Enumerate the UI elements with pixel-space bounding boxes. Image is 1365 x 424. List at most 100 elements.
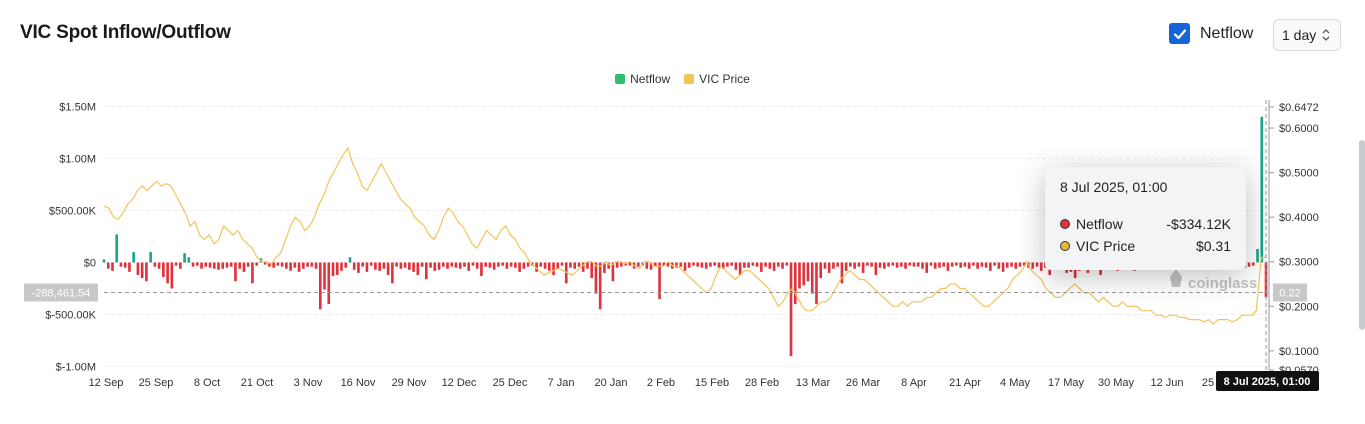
chevron-updown-icon (1321, 27, 1331, 46)
netflow-bar (195, 262, 199, 266)
netflow-bar (437, 262, 441, 270)
netflow-bar (709, 262, 712, 267)
netflow-bar (386, 262, 390, 275)
netflow-bar (395, 262, 398, 267)
legend-label-vic-price: VIC Price (699, 72, 750, 86)
legend-item-netflow[interactable]: Netflow (615, 72, 670, 86)
netflow-bar (955, 262, 958, 266)
netflow-bar (488, 262, 492, 268)
netflow-bar (785, 262, 789, 266)
page-scrollbar[interactable] (1359, 140, 1365, 330)
netflow-bar (569, 262, 572, 268)
legend-swatch-vic-price (684, 74, 695, 84)
netflow-bar (285, 262, 288, 269)
x-tick-label: 3 Nov (294, 377, 323, 389)
netflow-bar (700, 262, 704, 268)
netflow-checkbox[interactable]: Netflow (1169, 23, 1253, 44)
netflow-bar (768, 262, 772, 269)
netflow-bar (179, 262, 182, 269)
netflow-bar (662, 262, 666, 266)
x-tick-label: 4 May (1000, 377, 1030, 389)
netflow-bar (870, 262, 873, 267)
y-left-tick-label: $1.00M (59, 154, 96, 166)
netflow-bar (844, 262, 848, 271)
netflow-bar (713, 262, 717, 266)
tooltip-row-netflow: Netflow -$334.12K (1060, 213, 1231, 235)
netflow-bar (891, 262, 895, 266)
netflow-bar (989, 262, 992, 271)
tooltip-row-vic-price: VIC Price $0.31 (1060, 235, 1231, 257)
netflow-bar (450, 262, 454, 267)
netflow-bar (823, 262, 827, 269)
crosshair-x-label-bg (1216, 371, 1319, 391)
netflow-bar (429, 262, 432, 268)
x-tick-label: 12 Dec (442, 377, 477, 389)
netflow-bar (166, 262, 169, 284)
netflow-bar (365, 262, 369, 272)
netflow-bar (276, 262, 280, 266)
chart-legend: Netflow VIC Price (0, 72, 1365, 86)
x-tick-label: 2 Feb (647, 377, 675, 389)
legend-label-netflow: Netflow (630, 72, 671, 86)
netflow-bar (323, 262, 326, 290)
netflow-bar (933, 262, 937, 269)
netflow-bar (976, 262, 979, 269)
netflow-bar (149, 252, 152, 263)
netflow-bar (760, 262, 763, 272)
checkbox-checked-icon[interactable] (1169, 23, 1190, 44)
netflow-bar (408, 262, 411, 270)
tooltip-value-netflow: -$334.12K (1166, 216, 1231, 232)
tooltip-label-netflow: Netflow (1076, 216, 1123, 232)
netflow-bar (658, 262, 661, 299)
netflow-bar (234, 262, 237, 282)
netflow-bar (348, 257, 352, 263)
crosshair-y-label-bg (24, 283, 98, 302)
netflow-bar (136, 262, 140, 275)
netflow-bar (454, 262, 458, 268)
netflow-bar (615, 262, 619, 268)
netflow-bar (776, 262, 780, 267)
netflow-bar (128, 262, 131, 272)
netflow-bar (497, 262, 500, 267)
netflow-bar (280, 262, 284, 267)
netflow-bar (492, 262, 496, 270)
netflow-bar (162, 262, 165, 278)
netflow-bar (547, 262, 551, 271)
netflow-bar (539, 262, 543, 267)
y-right-tick-label: $0.3000 (1279, 257, 1319, 269)
interval-select-value: 1 day (1282, 27, 1317, 43)
y-left-tick-label: $1.50M (59, 102, 96, 114)
netflow-bar (1018, 262, 1022, 267)
netflow-bar (581, 262, 585, 272)
netflow-bar (653, 262, 657, 266)
netflow-bar (717, 262, 721, 268)
interval-select[interactable]: 1 day (1273, 19, 1341, 51)
chart-tooltip: 8 Jul 2025, 01:00 Netflow -$334.12K VIC … (1045, 167, 1246, 270)
netflow-bar (552, 262, 555, 275)
netflow-bar (132, 252, 136, 263)
netflow-bar (883, 262, 886, 269)
netflow-bar (832, 262, 835, 269)
crosshair-y-right-label: 0.22 (1279, 288, 1300, 300)
netflow-bar (225, 262, 229, 268)
y-axis-right: $0.6472 $0.6000 $0.5000 $0.4000 $0.3000 $0.20… (1268, 100, 1319, 377)
legend-swatch-netflow (615, 74, 626, 84)
netflow-bar (314, 262, 318, 269)
netflow-bar (959, 262, 962, 268)
netflow-bar (463, 262, 466, 267)
netflow-bar (255, 262, 258, 266)
netflow-bar (929, 262, 933, 266)
netflow-bar (560, 262, 564, 266)
netflow-bar (217, 262, 220, 270)
netflow-bar (526, 262, 530, 267)
legend-item-vic-price[interactable]: VIC Price (684, 72, 750, 86)
y-right-tick-label: $0.5000 (1279, 168, 1319, 180)
netflow-bar (416, 262, 420, 275)
netflow-bar (251, 262, 254, 284)
netflow-bar (573, 262, 577, 269)
vic-price-line (103, 146, 1266, 325)
x-tick-label: 28 Feb (745, 377, 779, 389)
tooltip-date: 8 Jul 2025, 01:00 (1060, 179, 1168, 195)
netflow-bar (221, 262, 225, 269)
netflow-bar (153, 262, 157, 267)
